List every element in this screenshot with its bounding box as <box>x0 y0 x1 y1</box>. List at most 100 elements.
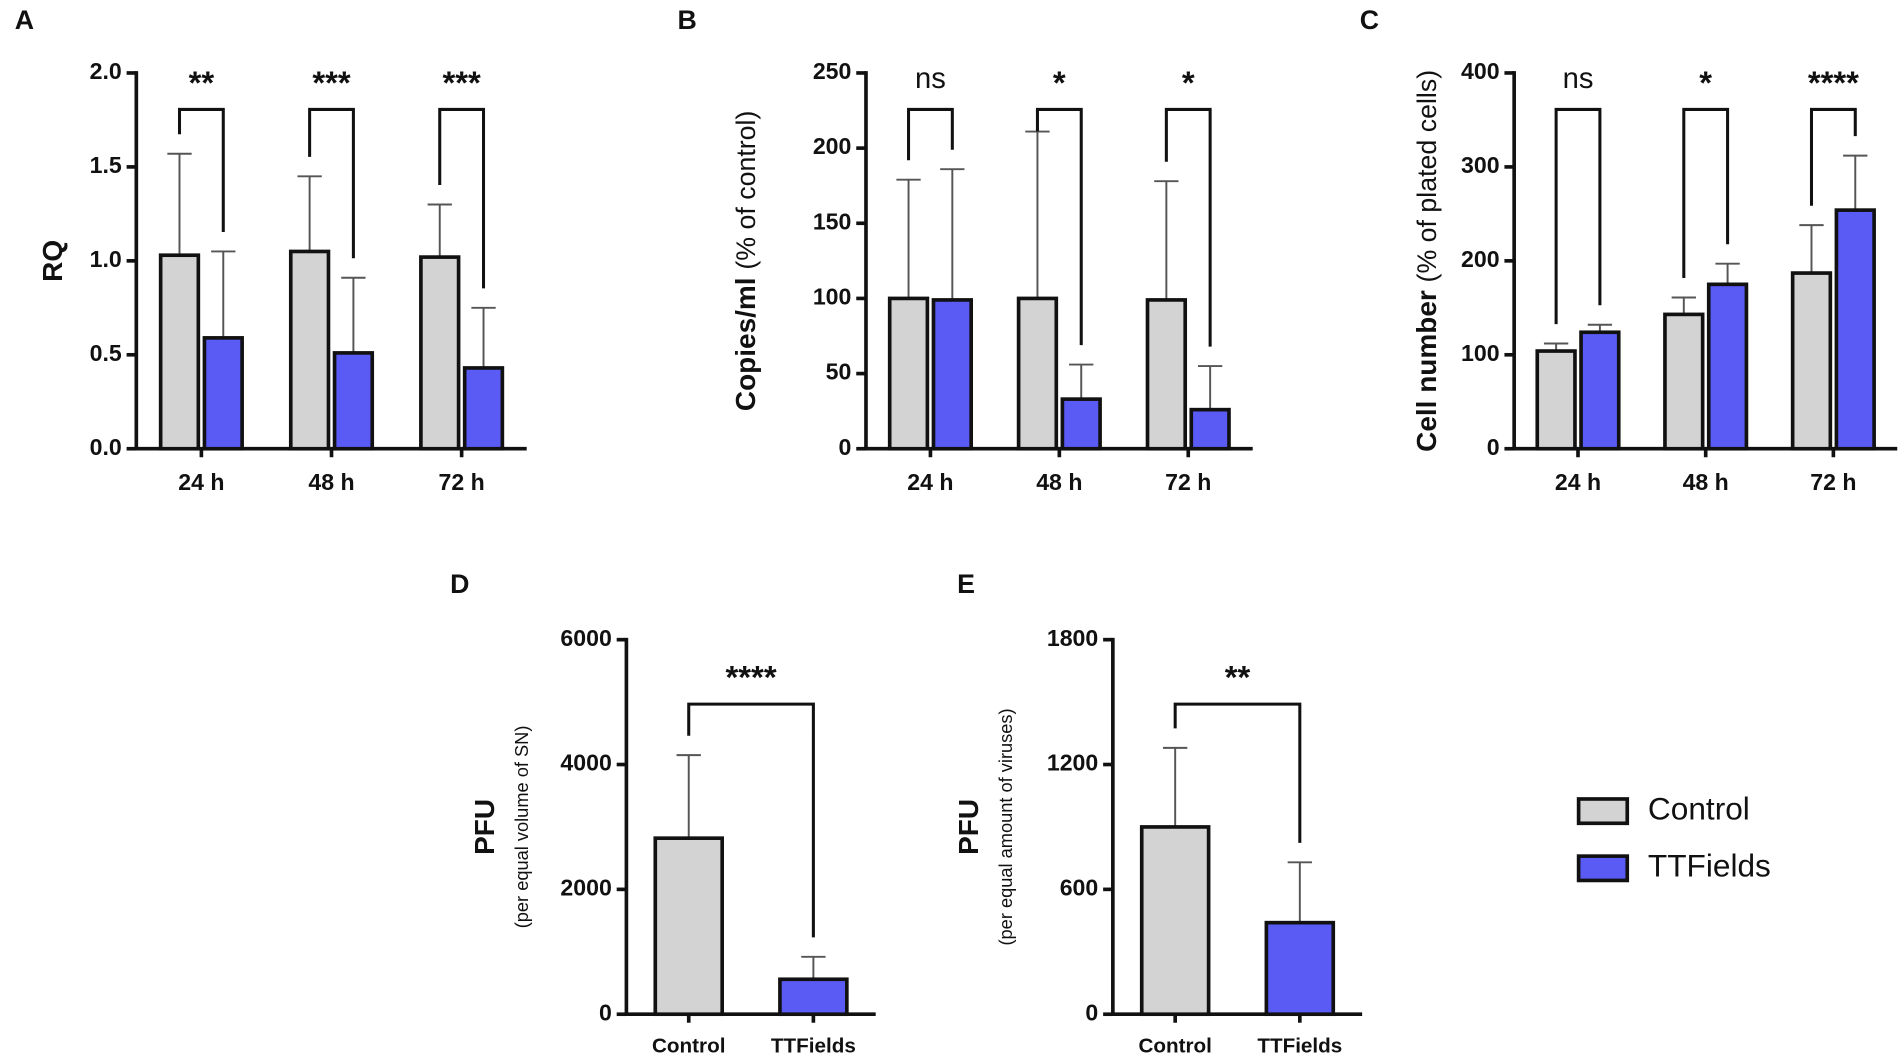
significance-bracket <box>1682 107 1730 279</box>
significance-bracket <box>308 107 355 259</box>
significance-label: ** <box>1225 658 1251 695</box>
y-tick-label: 0.0 <box>90 434 122 460</box>
legend-label: Control <box>1648 790 1750 826</box>
bar <box>1706 282 1749 451</box>
y-tick-label: 50 <box>826 359 852 385</box>
significance-label: * <box>1053 64 1066 101</box>
bar <box>419 255 461 451</box>
y-tick-label: 4000 <box>560 750 611 776</box>
y-tick-label: 400 <box>1461 58 1500 84</box>
y-tick-label: 150 <box>813 208 852 234</box>
x-tick-label: 48 h <box>1036 469 1082 495</box>
x-tick-label: 72 h <box>1810 469 1856 495</box>
legend-swatch <box>1576 854 1630 883</box>
y-tick-label: 0 <box>599 999 612 1025</box>
y-axis-title: PFU <box>953 799 984 855</box>
panel-letter: C <box>1360 5 1379 35</box>
y-tick-label: 0 <box>839 434 852 460</box>
bar <box>1060 397 1102 451</box>
y-axis-title: Copies/ml <box>730 277 761 411</box>
y-axis-note: (% of plated cells) <box>1412 70 1442 283</box>
significance-bracket <box>1164 107 1212 347</box>
significance-label: ** <box>189 64 215 101</box>
y-axis-title: RQ <box>37 240 68 282</box>
y-tick-label: 2000 <box>560 874 611 900</box>
bar <box>1264 920 1336 1017</box>
bar <box>1834 208 1876 451</box>
bar <box>1016 296 1059 451</box>
x-tick-label: 24 h <box>907 469 953 495</box>
y-axis-note: (per equal amount of viruses) <box>995 708 1016 945</box>
legend-swatch <box>1576 797 1630 826</box>
significance-bracket <box>907 107 954 161</box>
bar <box>1579 330 1621 451</box>
bar <box>288 249 331 451</box>
x-tick-label: TTFields <box>771 1035 856 1058</box>
bar <box>778 977 849 1017</box>
y-tick-label: 0 <box>1085 999 1098 1025</box>
y-tick-label: 6000 <box>560 625 611 651</box>
x-tick-label: 72 h <box>439 469 485 495</box>
y-tick-label: 250 <box>813 58 852 84</box>
significance-bracket <box>1035 107 1083 346</box>
y-tick-label: 100 <box>813 284 852 310</box>
significance-bracket <box>438 107 486 289</box>
panel-letter: A <box>15 5 34 35</box>
significance-label: **** <box>726 658 777 695</box>
y-axis-title: Cell number <box>1411 290 1442 452</box>
bar <box>1189 407 1231 451</box>
significance-bracket <box>1554 107 1602 325</box>
y-tick-label: 200 <box>1461 246 1500 272</box>
bar <box>1790 271 1833 451</box>
significance-bracket <box>177 107 225 232</box>
bar <box>462 366 505 451</box>
significance-label: *** <box>312 64 351 101</box>
y-axis-label: RQ <box>37 240 68 282</box>
significance-label: * <box>1699 64 1712 101</box>
bar <box>887 296 930 451</box>
y-tick-label: 2.0 <box>90 58 122 84</box>
bar <box>1139 825 1211 1017</box>
x-tick-label: 24 h <box>1555 469 1601 495</box>
significance-label: ns <box>1563 63 1594 95</box>
panel-letter: E <box>957 569 975 599</box>
bar <box>1145 298 1188 451</box>
x-tick-label: TTFields <box>1257 1035 1342 1058</box>
significance-label: * <box>1182 64 1195 101</box>
y-axis-title: PFU <box>469 799 500 855</box>
bar <box>332 351 375 451</box>
x-tick-label: 24 h <box>178 469 224 495</box>
y-axis-note: (% of control) <box>731 111 761 270</box>
y-tick-label: 1.5 <box>90 152 122 178</box>
significance-bracket <box>1173 702 1302 843</box>
y-tick-label: 0 <box>1487 434 1500 460</box>
y-tick-label: 300 <box>1461 152 1500 178</box>
x-tick-label: 48 h <box>1683 469 1729 495</box>
significance-label: *** <box>442 64 481 101</box>
y-tick-label: 1200 <box>1047 750 1098 776</box>
y-axis-label: Cell number (% of plated cells) <box>1411 70 1442 452</box>
x-tick-label: Control <box>652 1035 725 1058</box>
significance-bracket <box>687 702 815 938</box>
panel-letter: D <box>450 569 469 599</box>
significance-bracket <box>1809 107 1857 206</box>
y-axis-note: (per equal volume of SN) <box>511 726 532 929</box>
y-tick-label: 1800 <box>1047 625 1098 651</box>
y-tick-label: 100 <box>1461 340 1500 366</box>
y-tick-label: 600 <box>1060 874 1099 900</box>
y-tick-label: 200 <box>813 133 852 159</box>
legend-label: TTFields <box>1648 848 1771 884</box>
bar <box>1663 312 1705 451</box>
bar <box>653 836 725 1017</box>
bar <box>202 336 244 451</box>
bar <box>931 298 973 451</box>
x-tick-label: 72 h <box>1165 469 1211 495</box>
y-tick-label: 0.5 <box>90 340 122 366</box>
panel-letter: B <box>677 5 696 35</box>
significance-label: **** <box>1808 64 1859 101</box>
significance-label: ns <box>915 63 946 95</box>
bar <box>158 253 201 451</box>
x-tick-label: 48 h <box>308 469 354 495</box>
x-tick-label: Control <box>1138 1035 1211 1058</box>
